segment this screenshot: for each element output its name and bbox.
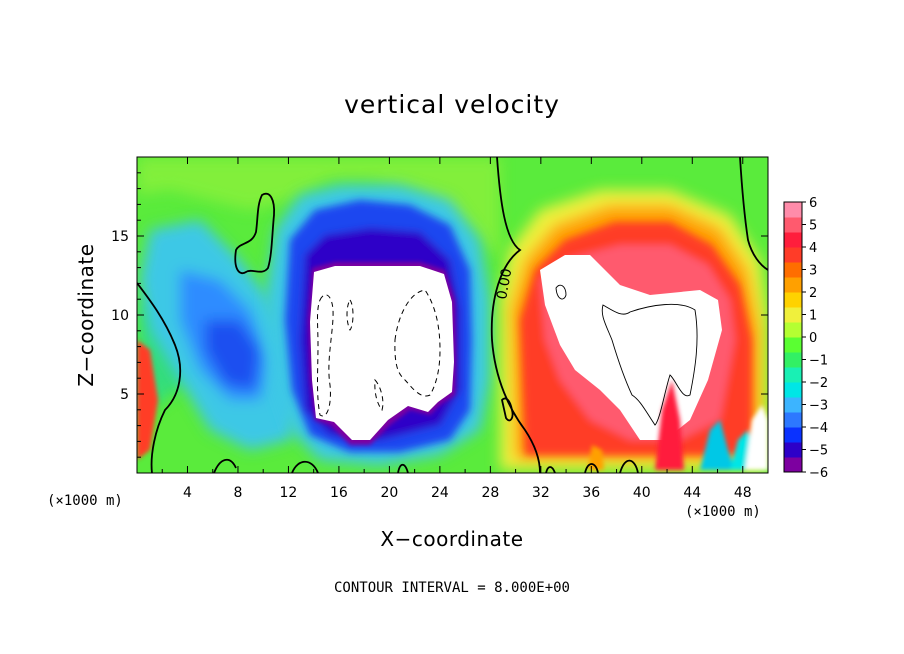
colorbar-tick-label: −2 xyxy=(809,376,828,391)
colorbar-tick-label: 2 xyxy=(809,286,817,301)
colorbar-tick-label: −4 xyxy=(809,421,828,436)
colorbar-tick-label: 4 xyxy=(809,241,817,256)
y-tick-label: 15 xyxy=(111,229,129,245)
x-tick-label: 8 xyxy=(233,485,242,501)
colorbar-swatch xyxy=(784,232,802,248)
chart-title: vertical velocity xyxy=(344,90,560,119)
x-tick-label: 28 xyxy=(481,485,499,501)
colorbar-ticks: 6 5 4 3 2 1 0 −1 −2 −3 −4 −5 −6 xyxy=(802,196,828,481)
x-tick-label: 32 xyxy=(532,485,550,501)
colorbar-swatch xyxy=(784,292,802,308)
x-tick-label: 44 xyxy=(683,485,701,501)
colorbar-tick-label: −6 xyxy=(809,466,828,481)
contour-label: 0.00 xyxy=(494,267,515,300)
x-axis-label: X−coordinate xyxy=(380,527,523,551)
colorbar-swatch xyxy=(784,352,802,368)
y-tick-label: 5 xyxy=(120,387,129,403)
x-tick-label: 16 xyxy=(330,485,348,501)
colorbar-swatch xyxy=(784,202,802,218)
heatmap-field xyxy=(137,157,768,473)
x-tick-label: 36 xyxy=(582,485,600,501)
x-tick-label: 40 xyxy=(633,485,651,501)
colorbar-swatch xyxy=(784,457,802,473)
colorbar-swatch xyxy=(784,277,802,293)
colorbar-tick-label: 5 xyxy=(809,219,817,234)
colorbar-tick-label: −3 xyxy=(809,399,828,414)
colorbar-swatch xyxy=(784,367,802,383)
colorbar-tick-label: 1 xyxy=(809,309,817,324)
contour-interval-note: CONTOUR INTERVAL = 8.000E+00 xyxy=(334,580,570,596)
y-axis-label: Z−coordinate xyxy=(74,243,98,386)
colorbar-swatch xyxy=(784,442,802,458)
colorbar-swatch xyxy=(784,427,802,443)
colorbar-tick-label: 3 xyxy=(809,264,817,279)
x-tick-label: 4 xyxy=(183,485,192,501)
colorbar-swatch xyxy=(784,217,802,233)
x-axis-ticks: 4 8 12 16 20 24 28 32 36 40 44 48 xyxy=(161,157,752,501)
colorbar-swatch xyxy=(784,412,802,428)
x-axis-unit-right: (×1000 m) xyxy=(685,504,761,520)
colorbar-tick-label: −5 xyxy=(809,444,828,459)
colorbar-swatch xyxy=(784,337,802,353)
y-tick-label: 10 xyxy=(111,308,129,324)
colorbar-swatch xyxy=(784,262,802,278)
colorbar-swatch xyxy=(784,322,802,338)
colorbar-swatch xyxy=(784,247,802,263)
x-tick-label: 20 xyxy=(380,485,398,501)
x-tick-label: 48 xyxy=(734,485,752,501)
x-axis-unit-left: (×1000 m) xyxy=(47,493,123,509)
x-tick-label: 12 xyxy=(280,485,298,501)
colorbar-tick-label: −1 xyxy=(809,354,828,369)
colorbar-tick-label: 0 xyxy=(809,331,817,346)
colorbar-swatch xyxy=(784,397,802,413)
colorbar-swatch xyxy=(784,307,802,323)
colorbar-tick-label: 6 xyxy=(809,196,817,211)
colorbar xyxy=(783,201,803,473)
colorbar-swatch xyxy=(784,382,802,398)
x-tick-label: 24 xyxy=(431,485,449,501)
y-axis-ticks: 5 10 15 xyxy=(111,172,768,458)
